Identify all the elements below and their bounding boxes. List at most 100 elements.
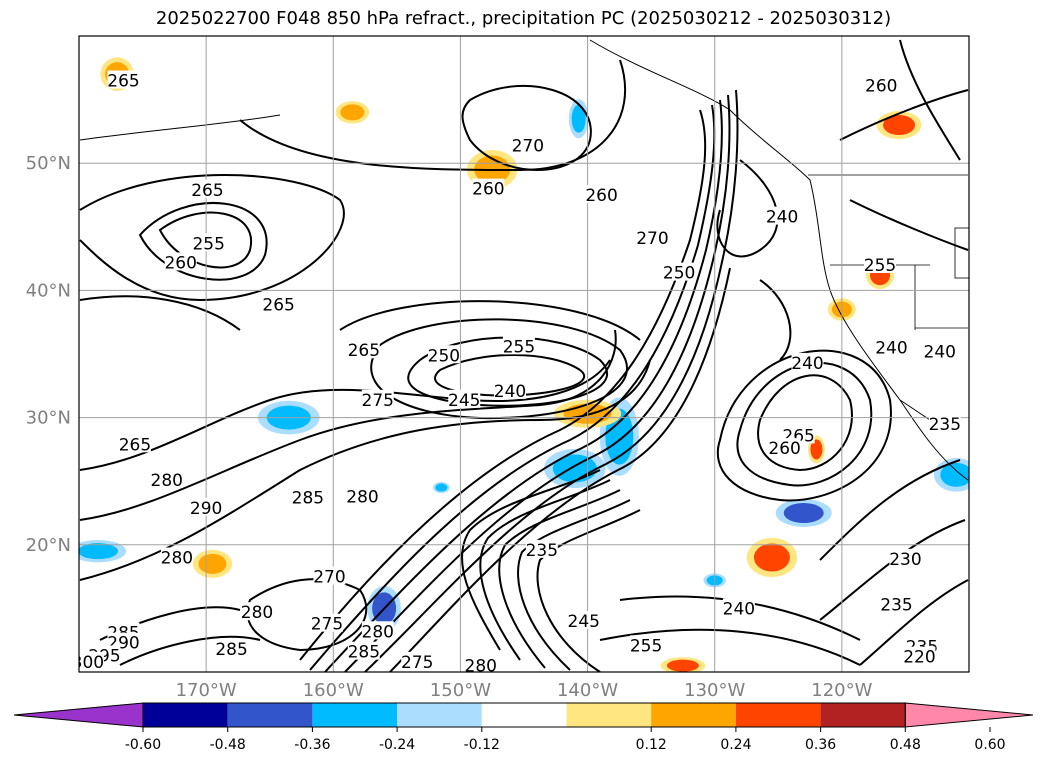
contour-label-bg (464, 655, 497, 672)
contour-label: 265 (119, 435, 151, 455)
colorbar-tick-label: -0.24 (379, 737, 415, 753)
contour-label: 290 (190, 499, 222, 519)
contour-label: 235 (880, 596, 912, 616)
colorbar-tick-label: 0.24 (720, 737, 751, 753)
colorbar-tick-label: -0.60 (125, 737, 161, 753)
contour-label: 275 (362, 391, 394, 411)
contour-label-bg (191, 179, 224, 198)
contour-label-bg (864, 254, 896, 273)
precip-cell (810, 439, 823, 460)
contour-label-bg (494, 380, 527, 399)
contour-label-bg (427, 345, 460, 364)
contour-label: 255 (630, 636, 662, 656)
latitude-label: 20°N (26, 535, 71, 556)
contour-label-bg (875, 337, 908, 356)
contour-label-bg (401, 651, 434, 670)
contour-label: 280 (362, 622, 394, 642)
contour-label: 235 (929, 415, 961, 435)
precip-cell (340, 104, 365, 121)
contour-label-bg (347, 340, 380, 359)
contour-label-bg (262, 294, 295, 313)
contour-label-bg (511, 135, 544, 154)
precip-cell (79, 543, 119, 560)
colorbar-tick-label: -0.36 (294, 737, 330, 753)
contour-label-bg (313, 566, 346, 585)
contour-label-bg (107, 70, 140, 89)
contour-label-bg (472, 178, 505, 197)
contour-label-bg (567, 611, 600, 630)
contour-label: 250 (663, 264, 695, 284)
precip-cell (783, 503, 824, 523)
colorbar-segment (481, 703, 567, 727)
contour-label: 265 (262, 295, 294, 315)
contour-label: 245 (448, 391, 480, 411)
contour-label-bg (347, 641, 380, 660)
contour-label: 280 (241, 603, 273, 623)
contour-label: 240 (766, 208, 798, 228)
colorbar-tick-label: 0.12 (636, 737, 667, 753)
contour-label-bg (310, 613, 343, 632)
contour-label-bg (448, 389, 481, 408)
colorbar-tick-label: 0.48 (890, 737, 921, 753)
contour-label: 240 (924, 342, 956, 362)
contour-label-bg (190, 497, 223, 516)
contour-label-bg (502, 336, 535, 355)
contour-label: 300 (72, 653, 104, 673)
contour-label-bg (164, 252, 197, 271)
colorbar-segment (820, 703, 906, 727)
contour-label-bg (768, 438, 801, 457)
contour-label: 280 (346, 487, 378, 507)
contour-label-bg (361, 621, 394, 640)
contour-label-bg (722, 598, 755, 617)
latitude-labels: 50°N 40°N 30°N 20°N (26, 153, 71, 556)
contour-label: 265 (107, 72, 139, 92)
contour-label-bg (241, 602, 273, 621)
colorbar-frame (142, 702, 906, 728)
contour-label: 235 (526, 541, 558, 561)
latitude-label: 50°N (26, 153, 71, 174)
contour-label: 240 (791, 354, 823, 374)
colorbar-segment (735, 703, 821, 727)
colorbar-tick-label: 0.60 (974, 737, 1005, 753)
contour-label: 285 (215, 640, 247, 660)
contour-label: 265 (348, 341, 380, 361)
colorbar-tick-label: -0.12 (464, 737, 500, 753)
longitude-label: 170°W (176, 680, 237, 700)
precip-cell (883, 115, 916, 136)
colorbar-tick-label: 0.36 (805, 737, 836, 753)
latitude-label: 40°N (26, 280, 71, 301)
precip-cell (571, 104, 586, 133)
precip-cell (666, 659, 699, 672)
contour-label: 280 (161, 549, 193, 569)
colorbar-under-extension (13, 702, 144, 728)
contour-label: 280 (465, 657, 497, 677)
contour-label: 275 (311, 615, 343, 635)
contour-label: 240 (875, 339, 907, 359)
map-frame (78, 35, 970, 673)
longitude-labels: 170°W 160°W 150°W 140°W 130°W 120°W (176, 680, 873, 700)
contour-label-bg (663, 262, 696, 281)
contour-label-bg (192, 233, 225, 252)
contour-label: 285 (348, 643, 380, 663)
longitude-label: 120°W (811, 680, 872, 700)
longitude-label: 150°W (430, 680, 491, 700)
longitude-label: 140°W (557, 680, 618, 700)
contour-label-bg (923, 341, 956, 360)
contour-label-bg (766, 206, 799, 225)
colorbar-segment (143, 703, 228, 727)
colorbar-segment (566, 703, 652, 727)
contour-label: 255 (864, 256, 896, 276)
contour-label-bg (865, 75, 898, 94)
contour-label-bg (361, 389, 394, 408)
contour-label-bg (79, 651, 104, 670)
contour-label: 260 (472, 180, 504, 200)
contour-label: 260 (585, 186, 617, 206)
contour-label: 285 (292, 489, 324, 509)
precip-cell (753, 543, 790, 572)
contour-label-bg (889, 548, 922, 567)
latitude-label: 30°N (26, 408, 71, 429)
longitude-label: 160°W (303, 680, 364, 700)
colorbar-tick-label: -0.48 (210, 737, 246, 753)
